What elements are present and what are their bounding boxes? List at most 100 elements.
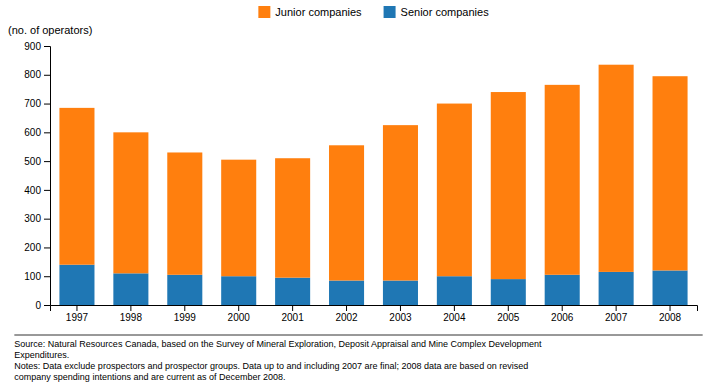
- bar: [113, 132, 148, 273]
- plot: 1997199819992000200120022003200420052006…: [24, 41, 697, 323]
- legend-item: Junior companies: [258, 6, 362, 18]
- y-tick: 800: [24, 69, 50, 80]
- bar: [437, 104, 472, 277]
- source-note-line: Expenditures.: [14, 350, 69, 360]
- y-tick-mark: [44, 161, 50, 162]
- bar: [545, 275, 580, 305]
- y-tick-label: 300: [24, 213, 41, 224]
- y-tick-label: 500: [24, 156, 41, 167]
- x-tick-mark: [616, 305, 617, 311]
- x-tick-label: 1998: [120, 312, 143, 323]
- bar: [383, 125, 418, 280]
- x-tick: 2002: [335, 305, 358, 323]
- bar: [653, 270, 688, 305]
- y-tick-label: 900: [24, 41, 41, 52]
- y-tick-mark: [44, 46, 50, 47]
- x-tick: 1998: [120, 305, 143, 323]
- bar: [113, 273, 148, 305]
- bar: [275, 158, 310, 277]
- y-tick-mark: [44, 75, 50, 76]
- y-tick: 300: [24, 213, 50, 224]
- bar: [221, 160, 256, 277]
- source-note-line: Notes: Data exclude prospectors and pros…: [14, 361, 528, 371]
- x-tick: 1999: [174, 305, 197, 323]
- legend-swatch: [384, 6, 396, 18]
- y-tick-label: 200: [24, 242, 41, 253]
- x-tick: 2000: [228, 305, 251, 323]
- legend-label: Junior companies: [275, 6, 362, 18]
- bar: [383, 281, 418, 305]
- bar: [437, 276, 472, 305]
- x-tick: 2006: [551, 305, 574, 323]
- bar: [599, 65, 634, 272]
- y-tick-mark: [44, 247, 50, 248]
- x-tick: 2001: [282, 305, 305, 323]
- x-tick: 2005: [497, 305, 520, 323]
- source-note-line: Source: Natural Resources Canada, based …: [14, 339, 542, 349]
- y-tick-mark: [44, 104, 50, 105]
- x-axis: 1997 1998 1999 2000 2001 2002 2003 2004 2005 2006…: [51, 305, 698, 323]
- y-tick-mark: [44, 132, 50, 133]
- x-tick-label: 1997: [66, 312, 89, 323]
- y-tick: 0: [35, 300, 50, 311]
- legend-label: Senior companies: [401, 6, 490, 18]
- x-tick-label: 2004: [443, 312, 466, 323]
- x-tick-mark: [184, 305, 185, 311]
- x-tick: 2007: [605, 305, 628, 323]
- legend-swatch: [258, 6, 270, 18]
- x-tick-label: 2008: [659, 312, 682, 323]
- x-tick-mark: [238, 305, 239, 311]
- y-tick: 600: [24, 127, 50, 138]
- y-tick-mark: [44, 190, 50, 191]
- x-tick-mark: [454, 305, 455, 311]
- x-tick-mark: [130, 305, 131, 311]
- bar: [221, 276, 256, 305]
- x-axis-line: [51, 306, 698, 312]
- x-tick-label: 1999: [174, 312, 197, 323]
- chart: 1997199819992000200120022003200420052006…: [0, 0, 717, 390]
- y-tick: 200: [24, 242, 50, 253]
- source-note: Source: Natural Resources Canada, based …: [14, 339, 542, 382]
- bar: [545, 85, 580, 275]
- x-tick-mark: [670, 305, 671, 311]
- legend: Junior companies Senior companies: [258, 6, 489, 18]
- y-axis: 0 100 200 300 400 500 600 700 800 900: [24, 41, 50, 311]
- bars: [59, 65, 687, 305]
- bar: [59, 265, 94, 305]
- series: [59, 65, 687, 281]
- y-tick: 400: [24, 185, 50, 196]
- x-tick-mark: [400, 305, 401, 311]
- y-tick: 900: [24, 41, 50, 52]
- bar: [491, 279, 526, 305]
- x-tick-mark: [292, 305, 293, 311]
- bar: [275, 278, 310, 305]
- separator: [14, 335, 702, 336]
- x-tick-label: 2007: [605, 312, 628, 323]
- y-tick-label: 800: [24, 69, 41, 80]
- y-tick-label: 700: [24, 98, 41, 109]
- legend-item: Senior companies: [384, 6, 490, 18]
- bar: [599, 272, 634, 305]
- x-tick-label: 2001: [282, 312, 305, 323]
- x-tick-mark: [508, 305, 509, 311]
- y-tick-mark: [44, 305, 50, 306]
- y-axis-line: [44, 47, 51, 306]
- bar: [329, 281, 364, 305]
- x-tick: 2004: [443, 305, 466, 323]
- x-tick-label: 2006: [551, 312, 574, 323]
- x-tick: 1997: [66, 305, 89, 323]
- y-tick-label: 600: [24, 127, 41, 138]
- series: [59, 265, 687, 305]
- x-tick-mark: [76, 305, 77, 311]
- x-tick-label: 2000: [228, 312, 251, 323]
- bar: [167, 152, 202, 274]
- source-note-line: company spending intentions and are curr…: [14, 372, 285, 382]
- x-tick-label: 2003: [389, 312, 412, 323]
- y-tick-mark: [44, 276, 50, 277]
- y-tick-label: 400: [24, 185, 41, 196]
- y-tick: 700: [24, 98, 50, 109]
- x-tick: 2003: [389, 305, 412, 323]
- y-tick: 100: [24, 271, 50, 282]
- bar: [491, 92, 526, 279]
- y-tick-label: 100: [24, 271, 41, 282]
